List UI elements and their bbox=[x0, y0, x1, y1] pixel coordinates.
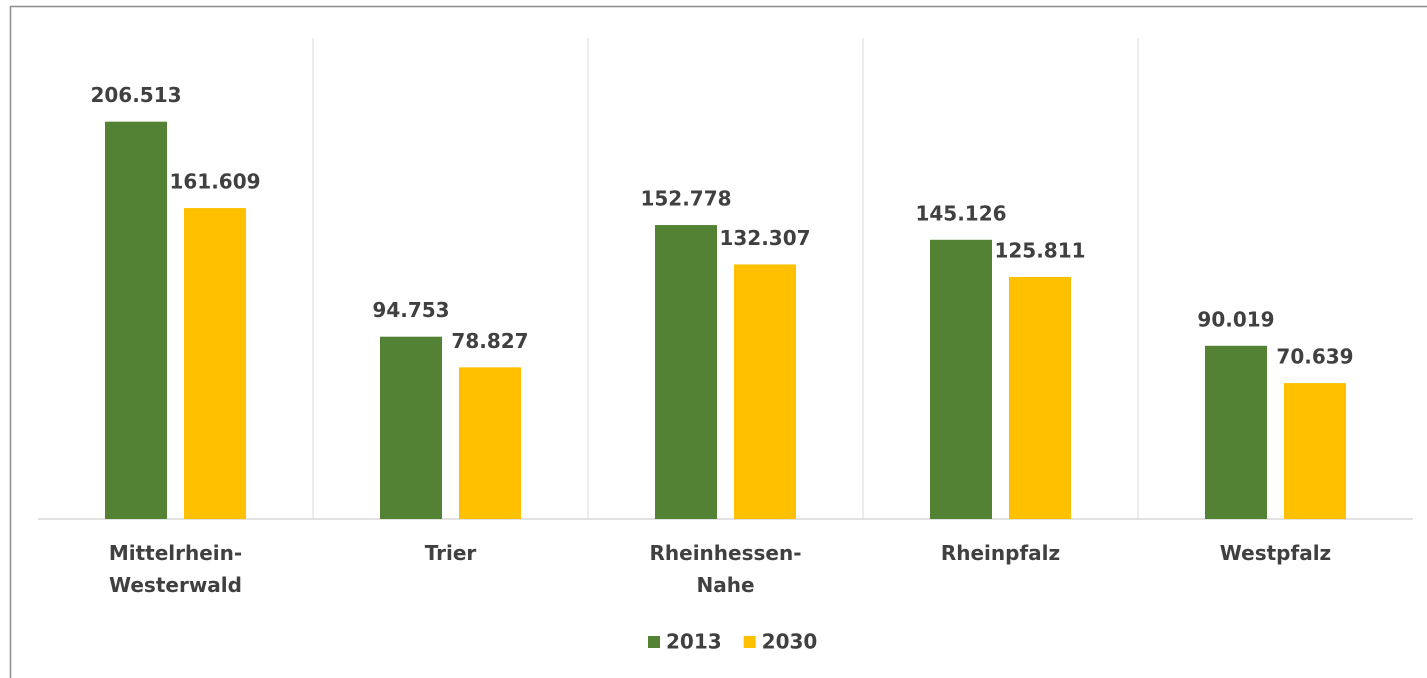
data-label: 94.753 bbox=[372, 298, 449, 322]
data-label: 125.811 bbox=[994, 238, 1085, 262]
bar bbox=[1205, 345, 1267, 519]
bar bbox=[930, 239, 992, 519]
data-label: 206.513 bbox=[90, 83, 181, 107]
chart-border bbox=[9, 5, 1427, 678]
data-label: 161.609 bbox=[169, 170, 260, 194]
bar bbox=[380, 336, 442, 519]
data-label: 152.778 bbox=[640, 187, 731, 211]
data-label: 90.019 bbox=[1197, 307, 1274, 331]
legend-label: 2030 bbox=[762, 630, 818, 654]
data-label: 78.827 bbox=[451, 329, 528, 353]
bar bbox=[1284, 383, 1346, 519]
x-tick-label: Rheinhessen-Nahe bbox=[649, 541, 802, 597]
x-tick-label: Mittelrhein-Westerwald bbox=[108, 541, 243, 597]
data-label: 132.307 bbox=[719, 226, 810, 250]
bar bbox=[105, 121, 167, 519]
data-label: 145.126 bbox=[915, 201, 1006, 225]
bar bbox=[734, 264, 796, 519]
bar bbox=[655, 225, 717, 520]
data-label: 70.639 bbox=[1276, 345, 1353, 369]
x-tick-label: Trier bbox=[424, 541, 477, 565]
legend-swatch bbox=[648, 636, 660, 648]
legend-swatch bbox=[743, 636, 756, 648]
bar bbox=[184, 208, 246, 520]
x-tick-label: Westpfalz bbox=[1219, 541, 1332, 565]
bar bbox=[1009, 276, 1071, 519]
legend-label: 2013 bbox=[666, 630, 722, 654]
bar bbox=[459, 367, 521, 519]
x-tick-label: Rheinpfalz bbox=[940, 541, 1061, 565]
